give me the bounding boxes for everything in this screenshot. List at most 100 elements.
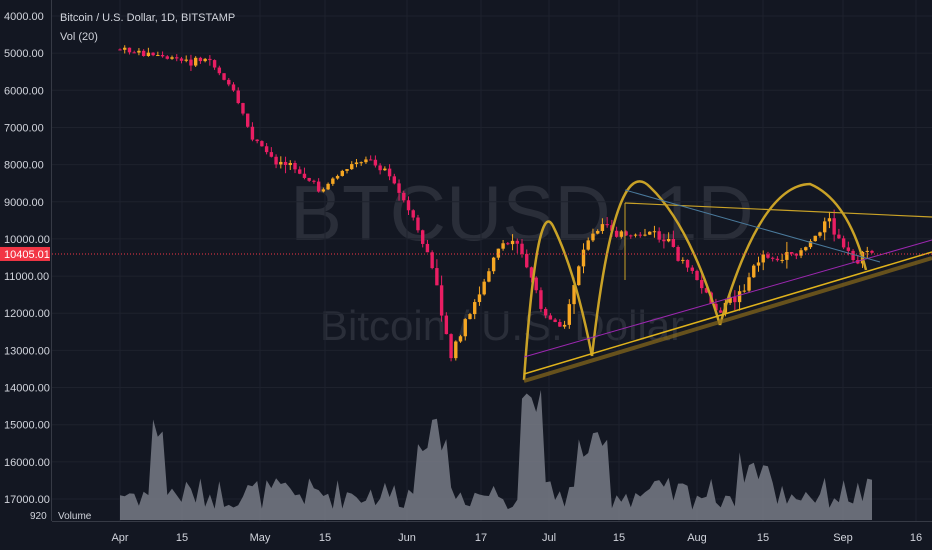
y-tick-label: 14000.00 (4, 383, 50, 395)
candle-body (633, 234, 638, 236)
candle-body (510, 240, 515, 245)
candle-body (775, 258, 780, 261)
candle-body (458, 336, 463, 342)
candle-body (595, 230, 600, 234)
candle-body (690, 267, 694, 271)
candle-body (837, 234, 841, 239)
x-tick-label: 15 (176, 532, 188, 544)
candle-body (477, 294, 482, 303)
candle-body (402, 192, 406, 201)
candle-body (666, 239, 671, 242)
candle-body (435, 268, 439, 286)
candle-body (316, 181, 321, 192)
candle-body (515, 240, 519, 244)
candle-body (345, 169, 349, 171)
candle-body (269, 152, 274, 157)
candle-body (865, 250, 869, 252)
x-tick-label: 15 (613, 532, 625, 544)
candle-series (118, 45, 874, 362)
candle-body (331, 178, 335, 184)
x-tick-label: Jul (542, 532, 556, 544)
candle-body (463, 319, 467, 337)
candle-body (175, 57, 179, 59)
candle-body (151, 52, 155, 56)
candle-body (643, 234, 647, 236)
y-tick-label: 8000.00 (4, 160, 44, 172)
candle-body (227, 79, 231, 85)
candle-body (425, 243, 430, 253)
candle-body (737, 291, 742, 303)
resistance-trendline (624, 202, 932, 218)
candle-body (179, 58, 184, 61)
candle-body (520, 243, 524, 254)
volume-badge-value: 920 (30, 511, 47, 522)
chart-symbol-title: Bitcoin / U.S. Dollar, 1D, BITSTAMP (60, 12, 236, 24)
candle-body (335, 175, 340, 179)
candle-body (700, 280, 704, 289)
candle-body (572, 285, 576, 305)
candle-body (127, 47, 132, 53)
candle-body (525, 253, 529, 268)
y-axis[interactable]: 4000.00 5000.00 6000.00 7000.00 8000.00 9000.… (4, 11, 50, 506)
y-tick-label: 13000.00 (4, 345, 50, 357)
candle-body (553, 319, 557, 323)
candle-body (638, 234, 642, 236)
candle-body (543, 308, 548, 316)
candle-body (354, 162, 359, 165)
candle-body (841, 238, 846, 248)
candle-body (137, 50, 141, 53)
candle-body (274, 156, 278, 165)
candle-body (449, 334, 453, 359)
candle-body (548, 315, 553, 320)
candle-body (165, 56, 169, 59)
candle-body (728, 297, 732, 303)
candle-body (406, 200, 411, 211)
candle-body (614, 230, 619, 237)
candle-body (851, 250, 855, 261)
candle-body (312, 180, 316, 182)
candle-body (222, 73, 226, 80)
candle-body (818, 232, 822, 236)
candle-body (827, 218, 832, 222)
candle-body (539, 290, 543, 309)
candle-body (156, 55, 160, 57)
y-tick-label: 11000.00 (4, 271, 49, 283)
candle-body (189, 59, 193, 66)
pattern-annotations (522, 180, 932, 383)
candle-body (203, 58, 207, 62)
candle-body (733, 297, 737, 303)
candle-body (629, 235, 633, 237)
candle-body (411, 210, 415, 218)
candle-body (241, 103, 245, 114)
candle-body (581, 249, 586, 267)
candle-body (747, 277, 751, 291)
candle-body (671, 239, 676, 247)
candle-body (832, 218, 836, 235)
candle-body (534, 277, 538, 291)
candle-body (387, 168, 392, 177)
candle-body (368, 159, 373, 161)
candle-body (123, 47, 127, 50)
candle-body (212, 60, 217, 68)
candle-body (789, 252, 794, 254)
candle-body (766, 254, 770, 258)
candle-body (846, 247, 851, 251)
x-axis[interactable]: Apr 15 May 15 Jun 17 Jul 15 Aug 15 Sep 16 (111, 532, 922, 544)
support-trendline (523, 251, 932, 375)
candle-body (742, 290, 747, 292)
y-tick-label: 9000.00 (4, 197, 44, 209)
volume-indicator-title: Vol (20) (60, 31, 98, 43)
candle-body (718, 310, 723, 313)
candle-body (293, 163, 297, 170)
candle-body (761, 254, 765, 263)
candle-body (496, 248, 501, 258)
candle-body (146, 52, 151, 56)
candle-body (160, 55, 165, 57)
descending-trendline (624, 189, 881, 263)
candle-body (340, 170, 344, 176)
candle-body (823, 221, 827, 233)
candle-body (487, 271, 491, 282)
y-tick-label: 15000.00 (4, 420, 50, 432)
candle-body (770, 257, 775, 259)
